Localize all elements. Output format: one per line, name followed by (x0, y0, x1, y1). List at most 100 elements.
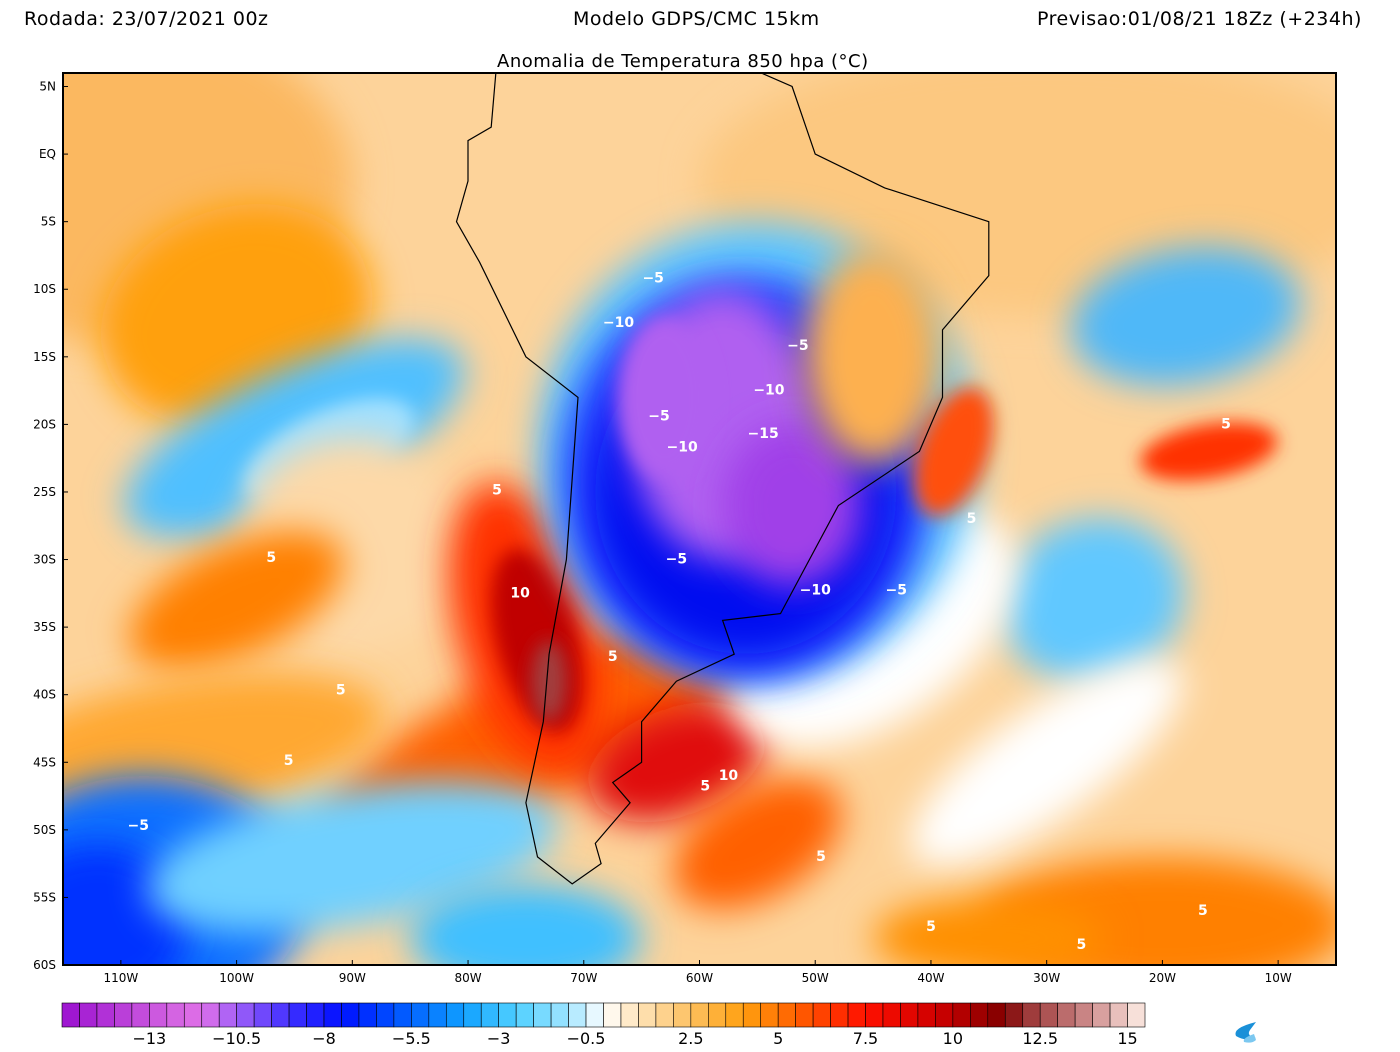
colorbar-swatch (393, 1002, 412, 1028)
colorbar-swatch (480, 1002, 499, 1028)
contour-label: 5 (608, 649, 618, 665)
anomaly-region (531, 640, 567, 722)
colorbar-swatch (61, 1002, 80, 1028)
colorbar-swatch (935, 1002, 954, 1028)
colorbar-label: 15 (1117, 1029, 1137, 1048)
anomaly-region (1001, 517, 1185, 683)
anomaly-region (672, 777, 843, 910)
colorbar-swatch (253, 1002, 272, 1028)
contour-label: 5 (1221, 416, 1231, 432)
lat-tick-label: 25S (33, 485, 56, 499)
colorbar-swatch (760, 1002, 779, 1028)
colorbar-swatch (218, 1002, 237, 1028)
colorbar-swatch (236, 1002, 255, 1028)
colorbar-swatch (131, 1002, 150, 1028)
map-title: Anomalia de Temperatura 850 hpa (°C) (497, 51, 869, 72)
colorbar-swatch (463, 1002, 482, 1028)
colorbar-swatch (620, 1002, 639, 1028)
colorbar-label: 12.5 (1022, 1029, 1058, 1048)
colorbar-swatch (114, 1002, 133, 1028)
contour-label: 5 (266, 550, 276, 566)
contour-label: 10 (719, 768, 739, 784)
colorbar-label: 2.5 (678, 1029, 703, 1048)
colorbar-label: −3 (487, 1029, 511, 1048)
run-time-label: Rodada: 23/07/2021 00z (24, 8, 269, 30)
colorbar-swatch (515, 1002, 534, 1028)
lon-tick-label: 110W (103, 971, 138, 985)
contour-label: 5 (1198, 903, 1208, 919)
colorbar-swatch (952, 1002, 971, 1028)
anomaly-region (873, 897, 1105, 965)
colorbar-swatch (638, 1002, 657, 1028)
anomaly-region (129, 530, 344, 670)
lon-tick-label: 40W (917, 971, 944, 985)
anomaly-region (722, 424, 862, 587)
lon-tick-label: 90W (339, 971, 366, 985)
lat-tick-label: 55S (33, 890, 56, 904)
colorbar-swatch (673, 1002, 692, 1028)
lat-tick-label: 10S (33, 282, 56, 296)
colorbar-swatch (900, 1002, 919, 1028)
forecast-time-label: Previsao:01/08/21 18Zz (+234h) (1037, 8, 1362, 30)
anomaly-region (410, 883, 642, 965)
colorbar-swatch (708, 1002, 727, 1028)
colorbar-swatch (149, 1002, 168, 1028)
colorbar-swatch (201, 1002, 220, 1028)
colorbar-swatch (323, 1002, 342, 1028)
contour-label: 5 (336, 683, 346, 699)
lat-tick-label: EQ (39, 147, 56, 161)
lat-tick-label: 5N (39, 80, 56, 94)
colorbar-swatch (987, 1002, 1006, 1028)
contour-label: 5 (700, 779, 710, 795)
lat-tick-label: 15S (33, 350, 56, 364)
contour-label: −5 (127, 818, 148, 834)
contour-label: 5 (1077, 937, 1087, 953)
south-america-coastline (455, 73, 990, 885)
lat-tick-label: 60S (33, 958, 56, 972)
lon-tick-label: 60W (686, 971, 713, 985)
contour-label: 5 (816, 849, 826, 865)
lat-tick-label: 35S (33, 620, 56, 634)
colorbar-label: 5 (773, 1029, 783, 1048)
anomaly-region (63, 673, 385, 825)
colorbar-swatch (533, 1002, 552, 1028)
anomaly-region (1140, 422, 1278, 481)
logo-icon (1235, 1022, 1256, 1043)
colorbar-swatch (428, 1002, 447, 1028)
lat-tick-label: 50S (33, 823, 56, 837)
anomaly-region (618, 316, 712, 479)
colorbar-swatch (96, 1002, 115, 1028)
lon-tick-label: 30W (1033, 971, 1060, 985)
anomaly-region (803, 248, 943, 465)
anomaly-region (910, 659, 1184, 866)
anomaly-region (146, 781, 558, 933)
model-label: Modelo GDPS/CMC 15km (573, 8, 820, 30)
colorbar-swatch (288, 1002, 307, 1028)
contour-label: −5 (666, 552, 687, 568)
colorbar-swatch (411, 1002, 430, 1028)
contour-label: −10 (753, 383, 784, 399)
colorbar-swatch (550, 1002, 569, 1028)
colorbar-swatch (1074, 1002, 1093, 1028)
lat-tick-label: 20S (33, 417, 56, 431)
lat-tick-label: 40S (33, 688, 56, 702)
anomaly-field (63, 73, 1336, 965)
colorbar-swatch (1109, 1002, 1128, 1028)
contour-label: 5 (926, 919, 936, 935)
colorbar-label: −13 (132, 1029, 166, 1048)
colorbar-label: −5.5 (392, 1029, 431, 1048)
contour-label: 5 (967, 511, 977, 527)
colorbar-swatch (358, 1002, 377, 1028)
contour-label: −5 (885, 583, 906, 599)
contour-label: −10 (667, 439, 698, 455)
colorbar-swatch (970, 1002, 989, 1028)
lon-tick-label: 80W (454, 971, 481, 985)
colorbar-swatch (306, 1002, 325, 1028)
contour-label: −15 (748, 426, 779, 442)
colorbar-swatch (1092, 1002, 1111, 1028)
colorbar-label: −10.5 (212, 1029, 261, 1048)
colorbar-swatch (1039, 1002, 1058, 1028)
colorbar-swatch (917, 1002, 936, 1028)
colorbar-label: 10 (943, 1029, 963, 1048)
lat-tick-label: 45S (33, 755, 56, 769)
